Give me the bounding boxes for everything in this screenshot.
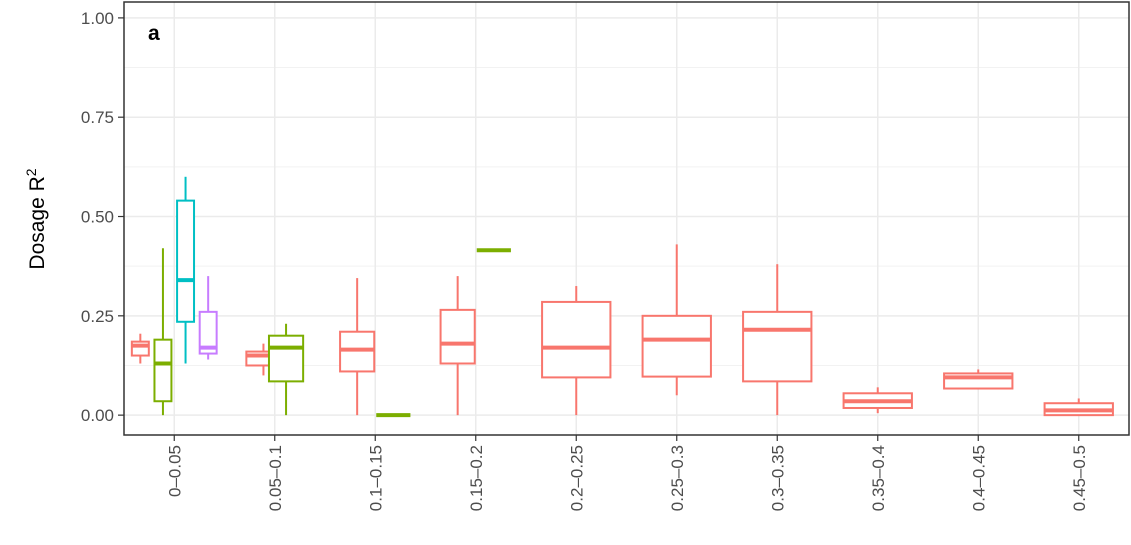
- x-tick-label: 0.15–0.2: [467, 445, 486, 511]
- box-body: [742, 310, 813, 383]
- y-axis-title-superscript: 2: [23, 168, 39, 176]
- x-tick-label: 0.45–0.5: [1070, 445, 1089, 511]
- box-body: [153, 338, 173, 403]
- boxes: [130, 176, 1114, 418]
- x-tick-label: 0.2–0.25: [567, 445, 586, 511]
- box-group: [842, 387, 913, 414]
- box-group: [641, 244, 712, 396]
- y-axis-title-text: Dosage R: [26, 176, 49, 269]
- box-group: [541, 286, 612, 416]
- box-body: [439, 308, 476, 365]
- box-group: [267, 323, 305, 416]
- x-tick-label: 0.05–0.1: [266, 445, 285, 511]
- y-tick-label: 0.00: [81, 406, 114, 425]
- panel-label: a: [148, 22, 160, 45]
- y-tick-label: 0.75: [81, 108, 114, 127]
- box-group: [339, 278, 376, 416]
- box-group: [742, 264, 813, 416]
- box-group: [943, 369, 1014, 390]
- box-group: [198, 276, 218, 360]
- box-body: [541, 300, 612, 379]
- box-group: [130, 333, 150, 364]
- y-tick-label: 0.25: [81, 307, 114, 326]
- box-body: [198, 310, 218, 355]
- box-body: [267, 334, 305, 383]
- box-body: [641, 314, 712, 378]
- x-tick-label: 0.3–0.35: [768, 445, 787, 511]
- y-axis-title: Dosage R2: [23, 168, 49, 269]
- x-tick-label: 0.4–0.45: [969, 445, 988, 511]
- y-tick-label: 0.50: [81, 208, 114, 227]
- x-tick-label: 0–0.05: [165, 445, 184, 497]
- box-group: [439, 276, 476, 416]
- x-tick-label: 0.25–0.3: [668, 445, 687, 511]
- box-group: [1043, 398, 1114, 417]
- x-tick-label: 0.35–0.4: [869, 445, 888, 511]
- box-group: [153, 248, 173, 416]
- box-group: [176, 176, 196, 364]
- x-tick-label: 0.1–0.15: [366, 445, 385, 511]
- box-body: [176, 199, 196, 323]
- panel-border: [123, 1, 1130, 436]
- axes: 0.00 0.25 0.50 0.75 1.00 0–0.05 0.05–0.1 0.1–0.…: [81, 9, 1089, 511]
- y-tick-label: 1.00: [81, 9, 114, 28]
